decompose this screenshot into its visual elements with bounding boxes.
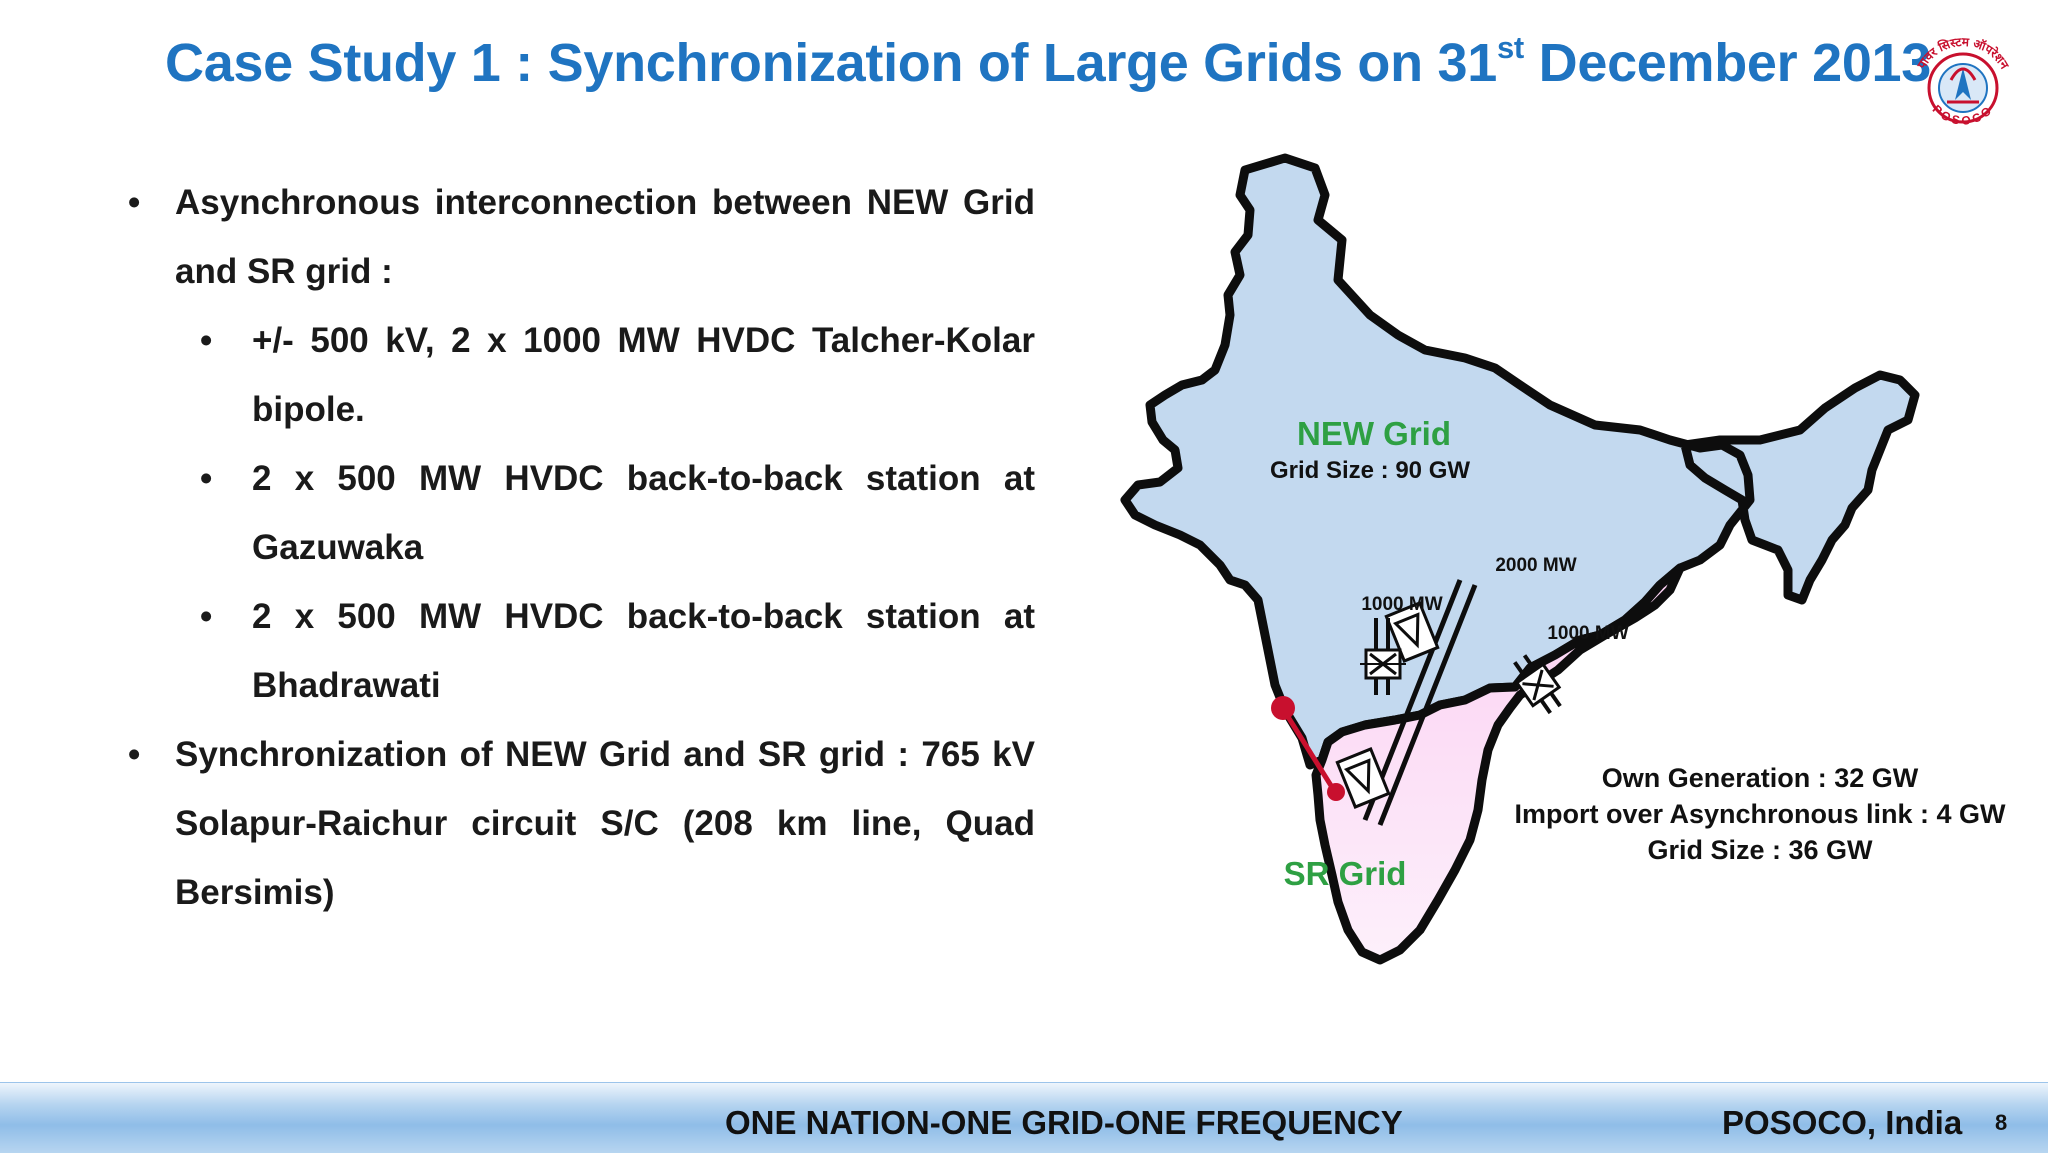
posoco-logo: पावर सिस्टम ऑपरेशन POSOCO <box>1914 35 2012 128</box>
bullet-item: Synchronization of NEW Grid and SR grid … <box>120 720 1035 927</box>
bullet-item: Asynchronous interconnection between NEW… <box>120 168 1035 306</box>
async-import-text: Import over Asynchronous link : 4 GW <box>1514 799 2006 829</box>
title-text-end: December 2013 <box>1523 33 1932 93</box>
sub-bullet-item: +/- 500 kV, 2 x 1000 MW HVDC Talcher-Kol… <box>120 306 1035 444</box>
sub-bullet-item: 2 x 500 MW HVDC back-to-back station at … <box>120 582 1035 720</box>
hvdc-bipole-line <box>1377 584 1478 826</box>
converter-symbol <box>1384 601 1440 663</box>
sr-grid-label: SR Grid <box>1284 855 1407 892</box>
india-grid-map: NEW Grid Grid Size : 90 GW 1000 MW 2000 … <box>1120 153 1920 965</box>
title-text: Case Study 1 : Synchronization of Large … <box>165 33 1497 93</box>
sub-bullet-item: 2 x 500 MW HVDC back-to-back station at … <box>120 444 1035 582</box>
sr-grid-size-text: Grid Size : 36 GW <box>1647 835 1873 865</box>
gazuwaka-b2b-symbol <box>1513 654 1562 715</box>
sr-grid-region <box>1311 563 1685 965</box>
new-grid-size-label: Grid Size : 90 GW <box>1270 457 1470 484</box>
raichur-node <box>1327 783 1345 801</box>
talcher-kolar-capacity-label: 2000 MW <box>1495 555 1576 576</box>
gazuwaka-capacity-label: 1000 MW <box>1547 623 1628 644</box>
own-generation-text: Own Generation : 32 GW <box>1601 763 1919 793</box>
converter-symbol <box>1335 747 1391 809</box>
footer-bar: ONE NATION-ONE GRID-ONE FREQUENCY POSOCO… <box>0 1082 2048 1153</box>
sr-grid-stats: Own Generation : 32 GW Import over Async… <box>1500 760 2020 868</box>
solapur-node <box>1271 696 1295 720</box>
page-number: 8 <box>1995 1110 2008 1135</box>
bhadrawati-b2b-symbol <box>1360 618 1406 695</box>
bhadrawati-capacity-label: 1000 MW <box>1361 594 1442 615</box>
title-superscript: st <box>1496 30 1524 65</box>
footer-slogan: ONE NATION-ONE GRID-ONE FREQUENCY <box>725 1104 1403 1141</box>
bullet-list: Asynchronous interconnection between NEW… <box>120 168 1035 927</box>
new-grid-label: NEW Grid <box>1297 415 1451 452</box>
slide-title: Case Study 1 : Synchronization of Large … <box>165 30 1932 94</box>
footer-organization: POSOCO, India <box>1722 1104 1963 1141</box>
tie-line <box>1282 710 1338 794</box>
